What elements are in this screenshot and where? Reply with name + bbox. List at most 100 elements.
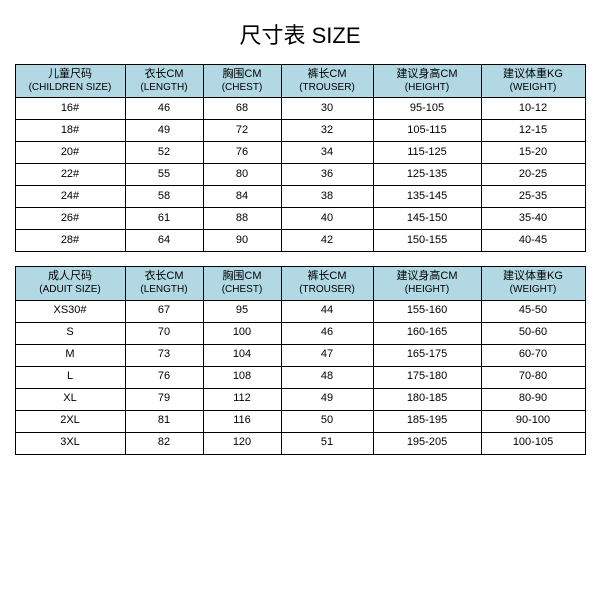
cell-length: 73 [125, 344, 203, 366]
cell-chest: 120 [203, 432, 281, 454]
adult-header-length: 衣长CM (LENGTH) [125, 267, 203, 300]
cell-length: 70 [125, 322, 203, 344]
children-header-size-cn: 儿童尺码 [18, 68, 123, 82]
cell-weight: 15-20 [481, 142, 585, 164]
cell-height: 135-145 [373, 186, 481, 208]
cell-height: 160-165 [373, 322, 481, 344]
table-row: 20#527634115-12515-20 [15, 142, 585, 164]
table-row: 3XL8212051195-205100-105 [15, 432, 585, 454]
children-header-size: 儿童尺码 (CHILDREN SIZE) [15, 65, 125, 98]
cell-length: 79 [125, 388, 203, 410]
cell-weight: 25-35 [481, 186, 585, 208]
table-row: S7010046160-16550-60 [15, 322, 585, 344]
cell-size: L [15, 366, 125, 388]
adult-header-weight-cn: 建议体重KG [484, 270, 583, 284]
cell-chest: 112 [203, 388, 281, 410]
cell-chest: 116 [203, 410, 281, 432]
table-row: XL7911249180-18580-90 [15, 388, 585, 410]
cell-size: XL [15, 388, 125, 410]
children-header-chest-cn: 胸围CM [206, 68, 279, 82]
adult-header-chest-cn: 胸围CM [206, 270, 279, 284]
children-header-row: 儿童尺码 (CHILDREN SIZE) 衣长CM (LENGTH) 胸围CM … [15, 65, 585, 98]
children-header-length-en: (LENGTH) [128, 82, 201, 95]
cell-length: 58 [125, 186, 203, 208]
cell-trouser: 44 [281, 300, 373, 322]
cell-chest: 72 [203, 120, 281, 142]
adult-header-chest-en: (CHEST) [206, 284, 279, 297]
cell-chest: 68 [203, 98, 281, 120]
cell-height: 150-155 [373, 230, 481, 252]
cell-size: S [15, 322, 125, 344]
cell-chest: 84 [203, 186, 281, 208]
cell-length: 64 [125, 230, 203, 252]
adult-header-weight: 建议体重KG (WEIGHT) [481, 267, 585, 300]
cell-trouser: 32 [281, 120, 373, 142]
children-header-size-en: (CHILDREN SIZE) [18, 82, 123, 95]
cell-height: 125-135 [373, 164, 481, 186]
cell-length: 49 [125, 120, 203, 142]
adult-header-height: 建议身高CM (HEIGHT) [373, 267, 481, 300]
adult-header-size: 成人尺码 (ADUIT SIZE) [15, 267, 125, 300]
cell-weight: 90-100 [481, 410, 585, 432]
adult-header-row: 成人尺码 (ADUIT SIZE) 衣长CM (LENGTH) 胸围CM (CH… [15, 267, 585, 300]
cell-weight: 45-50 [481, 300, 585, 322]
table-row: L7610848175-18070-80 [15, 366, 585, 388]
children-header-height-en: (HEIGHT) [376, 82, 479, 95]
children-header-trouser-cn: 裤长CM [284, 68, 371, 82]
cell-length: 55 [125, 164, 203, 186]
cell-length: 67 [125, 300, 203, 322]
cell-size: 24# [15, 186, 125, 208]
cell-size: 3XL [15, 432, 125, 454]
cell-weight: 70-80 [481, 366, 585, 388]
cell-size: 26# [15, 208, 125, 230]
table-row: 24#588438135-14525-35 [15, 186, 585, 208]
cell-height: 115-125 [373, 142, 481, 164]
table-row: XS30#679544155-16045-50 [15, 300, 585, 322]
children-header-height-cn: 建议身高CM [376, 68, 479, 82]
children-body: 16#46683095-10510-1218#497232105-11512-1… [15, 98, 585, 252]
adult-header-trouser: 裤长CM (TROUSER) [281, 267, 373, 300]
cell-trouser: 42 [281, 230, 373, 252]
cell-trouser: 46 [281, 322, 373, 344]
cell-weight: 60-70 [481, 344, 585, 366]
cell-trouser: 51 [281, 432, 373, 454]
cell-chest: 108 [203, 366, 281, 388]
table-row: 16#46683095-10510-12 [15, 98, 585, 120]
cell-weight: 20-25 [481, 164, 585, 186]
cell-trouser: 30 [281, 98, 373, 120]
table-row: 22#558036125-13520-25 [15, 164, 585, 186]
cell-size: XS30# [15, 300, 125, 322]
cell-length: 52 [125, 142, 203, 164]
cell-trouser: 48 [281, 366, 373, 388]
cell-weight: 100-105 [481, 432, 585, 454]
cell-size: 22# [15, 164, 125, 186]
children-header-weight: 建议体重KG (WEIGHT) [481, 65, 585, 98]
adult-size-table: 成人尺码 (ADUIT SIZE) 衣长CM (LENGTH) 胸围CM (CH… [15, 266, 586, 454]
cell-weight: 40-45 [481, 230, 585, 252]
children-header-chest-en: (CHEST) [206, 82, 279, 95]
children-header-chest: 胸围CM (CHEST) [203, 65, 281, 98]
adult-header-trouser-en: (TROUSER) [284, 284, 371, 297]
cell-trouser: 50 [281, 410, 373, 432]
cell-height: 185-195 [373, 410, 481, 432]
cell-chest: 90 [203, 230, 281, 252]
cell-trouser: 34 [281, 142, 373, 164]
adult-header-height-en: (HEIGHT) [376, 284, 479, 297]
adult-header-size-cn: 成人尺码 [18, 270, 123, 284]
adult-header-height-cn: 建议身高CM [376, 270, 479, 284]
children-header-length-cn: 衣长CM [128, 68, 201, 82]
cell-length: 82 [125, 432, 203, 454]
adult-header-length-cn: 衣长CM [128, 270, 201, 284]
cell-chest: 104 [203, 344, 281, 366]
cell-height: 145-150 [373, 208, 481, 230]
adult-header-length-en: (LENGTH) [128, 284, 201, 297]
cell-height: 175-180 [373, 366, 481, 388]
cell-weight: 10-12 [481, 98, 585, 120]
cell-height: 180-185 [373, 388, 481, 410]
cell-trouser: 38 [281, 186, 373, 208]
children-header-weight-cn: 建议体重KG [484, 68, 583, 82]
cell-chest: 100 [203, 322, 281, 344]
cell-length: 46 [125, 98, 203, 120]
adult-body: XS30#679544155-16045-50S7010046160-16550… [15, 300, 585, 454]
cell-weight: 50-60 [481, 322, 585, 344]
